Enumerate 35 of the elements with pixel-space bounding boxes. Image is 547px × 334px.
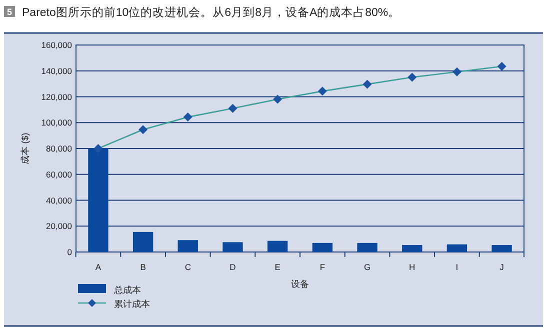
- x-tick-label: F: [320, 262, 326, 272]
- x-tick-label: A: [95, 262, 102, 272]
- y-tick-label: 80,000: [46, 144, 72, 154]
- y-tick-label: 60,000: [46, 169, 72, 180]
- bar: [178, 240, 198, 252]
- bar: [88, 148, 108, 252]
- legend-label: 累计成本: [114, 299, 150, 309]
- bar: [446, 244, 468, 252]
- bar: [222, 242, 243, 252]
- x-tick-label: E: [274, 262, 281, 272]
- y-tick-label: 100,000: [41, 118, 72, 128]
- x-tick-label: D: [230, 262, 236, 272]
- bar: [402, 245, 422, 252]
- text: 5: [6, 7, 12, 17]
- y-tick-label: 40,000: [46, 195, 72, 206]
- y-tick-label: 140,000: [41, 66, 72, 76]
- y-axis-title: 成本 ($): [20, 132, 30, 164]
- x-tick-label: J: [500, 262, 504, 272]
- x-tick-label: G: [364, 262, 371, 272]
- y-tick-label: 20,000: [46, 221, 72, 232]
- x-tick-label: B: [140, 262, 146, 272]
- bar: [357, 242, 378, 252]
- x-axis-title: 设备: [291, 279, 309, 289]
- y-tick-label: 160,000: [41, 40, 72, 50]
- legend-label: 总成本: [113, 285, 141, 295]
- chart-title: Pareto图所示的前10位的改进机会。从6月到8月，设备A的成本占80%。: [22, 6, 400, 19]
- bar: [312, 242, 333, 252]
- bar: [267, 240, 288, 252]
- x-tick-label: C: [184, 262, 191, 272]
- x-tick-label: H: [409, 262, 416, 272]
- bar: [492, 245, 512, 252]
- x-tick-label: I: [456, 262, 458, 272]
- y-tick-label: 0: [67, 247, 72, 257]
- bar: [132, 232, 154, 252]
- y-tick-label: 120,000: [41, 92, 72, 102]
